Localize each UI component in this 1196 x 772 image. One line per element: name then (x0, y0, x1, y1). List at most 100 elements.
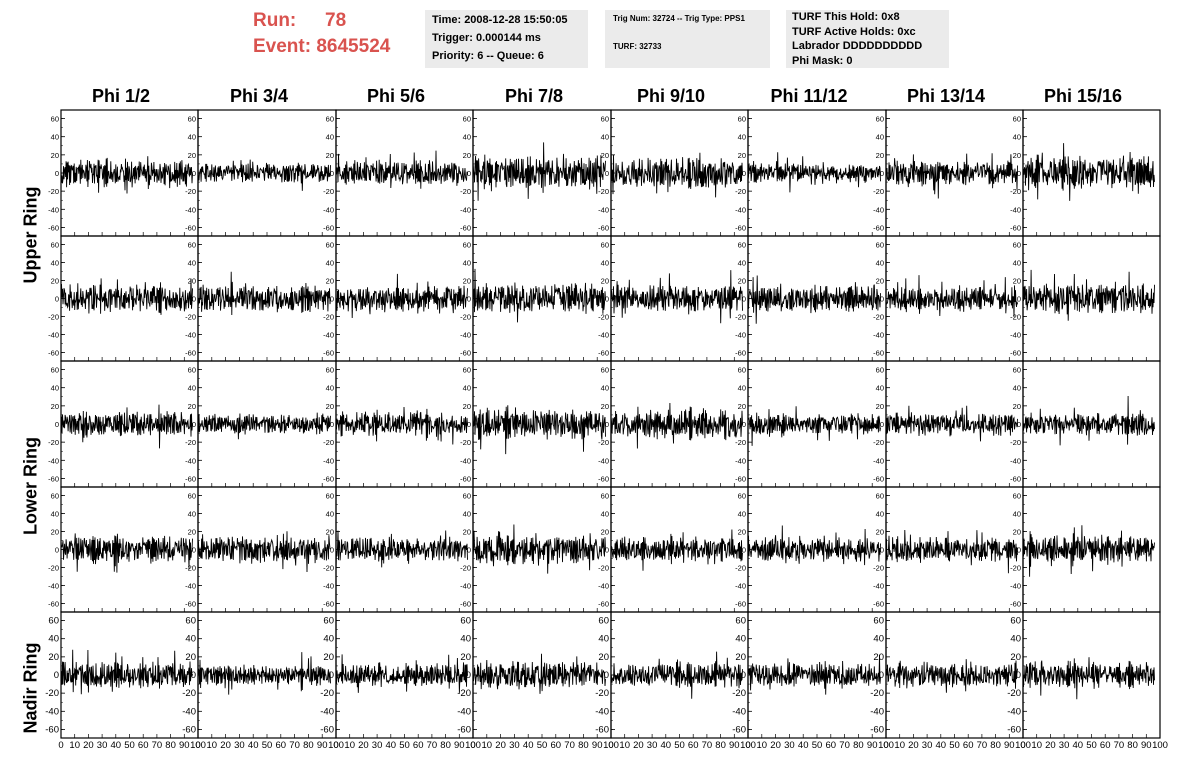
trig-num-text: Trig Num: 32724 -- Trig Type: PPS1 (613, 14, 745, 23)
y-tick-label: 60 (601, 366, 609, 375)
y-tick-label: 40 (1010, 634, 1021, 645)
y-tick-label: 0 (467, 420, 471, 429)
y-tick-label: 20 (601, 277, 609, 286)
waveform-trace (335, 406, 468, 445)
y-tick-label: 60 (326, 115, 334, 124)
y-tick-label: 20 (326, 277, 334, 286)
y-tick-label: 60 (185, 616, 196, 627)
y-tick-label: -60 (1010, 349, 1021, 358)
y-tick-label: -40 (460, 205, 471, 214)
y-tick-label: 20 (326, 528, 334, 537)
x-tick-label: 100 (603, 740, 619, 751)
x-tick-label: 100 (190, 740, 206, 751)
y-tick-label: 60 (1013, 241, 1021, 250)
y-tick-label: 40 (876, 259, 884, 268)
y-tick-label: -20 (1010, 564, 1021, 573)
x-tick-label: 60 (551, 740, 562, 751)
column-header-phi-1-2: Phi 1/2 (91, 86, 151, 106)
y-tick-label: 40 (738, 384, 746, 393)
x-tick-label: 50 (674, 740, 685, 751)
y-tick-label: -40 (735, 582, 746, 591)
y-tick-label: -40 (873, 456, 884, 465)
y-tick-label: 40 (463, 510, 471, 519)
y-tick-label: -60 (732, 724, 746, 735)
x-tick-label: 30 (97, 740, 108, 751)
y-tick-label: 0 (1017, 295, 1021, 304)
waveform-trace (1022, 143, 1155, 201)
waveform-trace (197, 531, 331, 573)
x-tick-label: 20 (633, 740, 644, 751)
y-tick-label: 20 (1010, 652, 1021, 663)
y-tick-label: 40 (463, 259, 471, 268)
y-tick-label: -20 (45, 688, 59, 699)
y-tick-label: -40 (460, 331, 471, 340)
y-tick-label: -40 (598, 456, 609, 465)
x-tick-label: 90 (179, 740, 190, 751)
y-tick-label: 60 (876, 366, 884, 375)
x-tick-label: 100 (878, 740, 894, 751)
y-tick-label: 60 (463, 492, 471, 501)
y-tick-label: -40 (185, 331, 196, 340)
y-tick-label: 60 (326, 492, 334, 501)
y-tick-label: 0 (54, 670, 59, 681)
waveform-trace (610, 651, 743, 699)
y-tick-label: -40 (185, 456, 196, 465)
phi-mask-text: Phi Mask: 0 (792, 54, 853, 67)
x-tick-label: 100 (1015, 740, 1031, 751)
y-tick-label: 40 (876, 384, 884, 393)
time-trigger-panel: Time: 2008-12-28 15:50:05 Trigger: 0.000… (425, 10, 588, 68)
y-tick-label: 20 (460, 652, 471, 663)
y-tick-label: 60 (1013, 115, 1021, 124)
y-tick-label: 60 (51, 366, 59, 375)
waveform-panel: -60 -40 -20 0 20 40 60 (460, 360, 612, 488)
x-tick-label: 10 (69, 740, 80, 751)
y-tick-label: -20 (185, 438, 196, 447)
waveform-panel: -60 -40 -20 0 20 40 60 (460, 235, 612, 362)
y-tick-label: 20 (1013, 277, 1021, 286)
y-tick-label: -60 (873, 600, 884, 609)
waveform-trace (885, 153, 1018, 199)
y-tick-label: 60 (463, 241, 471, 250)
waveform-trace (472, 653, 606, 694)
y-tick-label: -60 (735, 349, 746, 358)
column-header-phi-11-12: Phi 11/12 (770, 86, 848, 106)
y-tick-label: -40 (320, 706, 334, 717)
y-tick-label: 40 (1013, 133, 1021, 142)
y-tick-label: -20 (873, 438, 884, 447)
waveform-trace (747, 525, 881, 566)
waveform-trace (610, 146, 743, 198)
x-tick-label: 50 (399, 740, 410, 751)
waveform-panel: -60 -40 -20 0 20 40 60 (598, 235, 749, 362)
y-tick-label: 20 (1013, 151, 1021, 160)
waveform-panel: -60 -40 -20 0 20 40 60 (598, 360, 749, 488)
waveform-trace (335, 530, 468, 570)
y-tick-label: 0 (605, 546, 609, 555)
x-tick-label: 80 (715, 740, 726, 751)
y-tick-label: -60 (873, 349, 884, 358)
y-tick-label: 40 (326, 510, 334, 519)
y-tick-label: 0 (880, 169, 884, 178)
x-tick-label: 40 (523, 740, 534, 751)
y-tick-label: -60 (48, 349, 59, 358)
y-tick-label: -40 (45, 706, 59, 717)
y-tick-label: 40 (326, 133, 334, 142)
time-text: Time: 2008-12-28 15:50:05 (432, 14, 568, 26)
y-tick-label: -60 (735, 600, 746, 609)
run-label: Run: (253, 10, 297, 31)
waveform-panel: -60 -40 -20 0 20 40 60 (873, 109, 1024, 237)
y-tick-label: 40 (48, 634, 59, 645)
x-tick-label: 80 (1127, 740, 1138, 751)
y-tick-label: 60 (876, 115, 884, 124)
y-tick-label: -20 (185, 564, 196, 573)
y-tick-label: -40 (460, 456, 471, 465)
x-tick-label: 30 (372, 740, 383, 751)
x-tick-label: 20 (83, 740, 94, 751)
waveform-trace (747, 275, 881, 324)
waveform-trace (197, 271, 331, 316)
y-tick-label: 0 (880, 420, 884, 429)
y-tick-label: 40 (463, 384, 471, 393)
y-tick-label: -20 (735, 187, 746, 196)
y-tick-label: -20 (460, 438, 471, 447)
x-tick-label: 0 (608, 740, 613, 751)
